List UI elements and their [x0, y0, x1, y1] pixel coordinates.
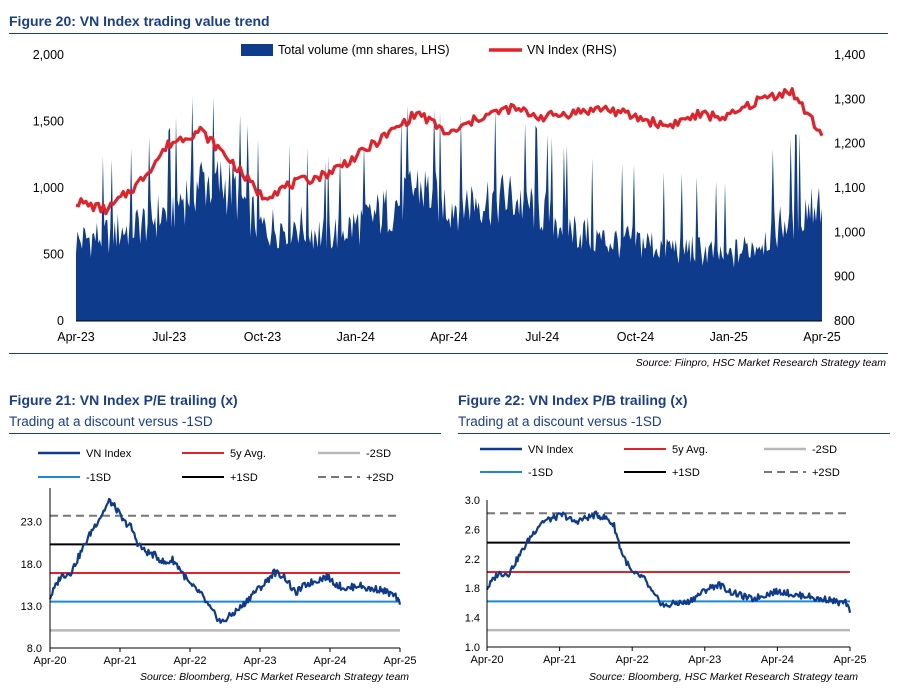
legend-p1sd-label: +1SD	[230, 472, 258, 484]
fig21-title-rule	[9, 433, 441, 434]
legend-volume-label: Total volume (mn shares, LHS)	[278, 43, 450, 57]
y-tick-label: 18.0	[21, 559, 42, 571]
x-tick-label: Jul-24	[525, 330, 559, 344]
left-tick-label: 1,000	[33, 181, 64, 195]
right-tick-label: 1,300	[834, 92, 865, 106]
x-tick-label: Apr-23	[57, 330, 95, 344]
legend-p1sd-label: +1SD	[672, 467, 700, 479]
left-tick-label: 1,500	[33, 115, 64, 129]
legend-vn-label: VN Index	[528, 444, 574, 456]
fig20-chart: 0 500 1,000 1,500 2,000 800 900 1,000 1,100 1,200…	[33, 43, 866, 344]
y-tick-label: 13.0	[21, 601, 42, 613]
fig22-title: Figure 22: VN Index P/B trailing (x)	[458, 392, 688, 408]
fig22-source: Source: Bloomberg, HSC Market Research S…	[589, 671, 859, 683]
x-tick-label: Apr-25	[803, 330, 841, 344]
x-tick-label: Apr-25	[833, 654, 866, 666]
right-tick-label: 1,100	[834, 181, 865, 195]
fig22-chart: VN Index 5y Avg. -2SD -1SD +1SD +2SD 1.0 1.4 1.8…	[465, 444, 867, 666]
legend-m1sd-label: -1SD	[86, 472, 111, 484]
legend-p2sd-label: +2SD	[366, 472, 394, 484]
vn-index-line	[48, 497, 402, 624]
x-tick-label: Apr-23	[688, 654, 721, 666]
fig20-source: Source: Fiinpro, HSC Market Research Str…	[635, 357, 886, 369]
vn-index-line	[485, 510, 852, 614]
x-tick-label: Apr-20	[33, 655, 66, 667]
fig21-source: Source: Bloomberg, HSC Market Research S…	[140, 671, 410, 683]
right-tick-label: 1,000	[834, 225, 865, 239]
vn-index-line	[75, 87, 824, 216]
right-tick-label: 1,400	[834, 48, 865, 62]
legend-volume-swatch	[241, 44, 273, 56]
legend-vn-label: VN Index	[86, 448, 132, 460]
left-tick-label: 500	[43, 248, 64, 262]
y-tick-label: 1.4	[465, 613, 480, 625]
volume-area	[76, 96, 822, 321]
legend-m2sd-label: -2SD	[366, 448, 391, 460]
x-tick-label: Oct-23	[244, 330, 282, 344]
x-tick-label: Apr-22	[616, 654, 649, 666]
x-tick-label: Apr-20	[470, 654, 503, 666]
right-tick-label: 800	[834, 314, 855, 328]
left-tick-label: 0	[57, 314, 64, 328]
legend-avg-label: 5y Avg.	[672, 444, 708, 456]
x-tick-label: Jul-23	[152, 330, 186, 344]
legend-index-label: VN Index (RHS)	[527, 43, 617, 57]
legend-avg-label: 5y Avg.	[230, 448, 266, 460]
x-tick-label: Oct-24	[617, 330, 655, 344]
fig20-title: Figure 20: VN Index trading value trend	[9, 13, 270, 29]
x-tick-label: Apr-24	[430, 330, 468, 344]
x-tick-label: Jan-24	[337, 330, 375, 344]
fig20-bottom-rule	[9, 353, 888, 354]
x-tick-label: Apr-22	[173, 655, 206, 667]
fig20-title-rule	[9, 33, 888, 34]
x-tick-label: Apr-24	[313, 655, 346, 667]
y-tick-label: 2.2	[465, 554, 480, 566]
fig21-title: Figure 21: VN Index P/E trailing (x)	[9, 392, 238, 408]
y-tick-label: 8.0	[27, 643, 42, 655]
legend-p2sd-label: +2SD	[812, 467, 840, 479]
x-tick-label: Apr-24	[761, 654, 794, 666]
fig21-chart: VN Index 5y Avg. -2SD -1SD +1SD +2SD 8.0 13.0 18…	[21, 448, 417, 667]
y-tick-label: 23.0	[21, 517, 42, 529]
right-tick-label: 900	[834, 270, 855, 284]
y-tick-label: 2.6	[465, 524, 480, 536]
fig22-subtitle: Trading at a discount versus -1SD	[458, 414, 662, 429]
x-tick-label: Apr-21	[103, 655, 136, 667]
x-tick-label: Jan-25	[710, 330, 748, 344]
x-tick-label: Apr-23	[243, 655, 276, 667]
y-tick-label: 3.0	[465, 495, 480, 507]
x-tick-label: Apr-21	[543, 654, 576, 666]
y-tick-label: 1.8	[465, 583, 480, 595]
x-tick-label: Apr-25	[383, 655, 416, 667]
right-tick-label: 1,200	[834, 137, 865, 151]
y-tick-label: 1.0	[465, 642, 480, 654]
legend-m2sd-label: -2SD	[812, 444, 837, 456]
fig21-subtitle: Trading at a discount versus -1SD	[9, 414, 213, 429]
left-tick-label: 2,000	[33, 48, 64, 62]
legend-m1sd-label: -1SD	[528, 467, 553, 479]
fig22-title-rule	[458, 433, 890, 434]
